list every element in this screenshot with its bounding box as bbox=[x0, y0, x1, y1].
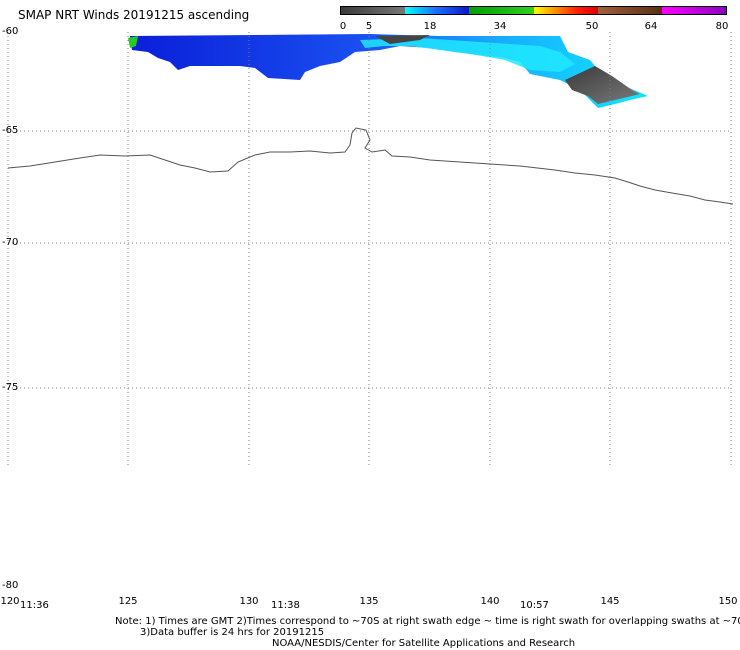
credit-line: NOAA/NESDIS/Center for Satellite Applica… bbox=[272, 638, 576, 649]
swath-cyan-region bbox=[360, 38, 575, 72]
lon-label-120: 120 bbox=[0, 596, 20, 607]
note-line-2: 3)Data buffer is 24 hrs for 20191215 bbox=[140, 627, 325, 638]
colorbar-tick-80: 80 bbox=[715, 21, 729, 32]
swath-dark-strip bbox=[375, 35, 430, 44]
lat-label-65: -65 bbox=[2, 125, 19, 136]
lon-label-145: 145 bbox=[600, 596, 620, 607]
lon-label-135: 135 bbox=[359, 596, 379, 607]
colorbar-segment-50-64 bbox=[597, 7, 662, 14]
lon-label-140: 140 bbox=[480, 596, 500, 607]
swath-green-edge bbox=[128, 36, 138, 48]
antarctic-coastline bbox=[7, 127, 734, 205]
colorbar-tick-64: 64 bbox=[644, 21, 658, 32]
colorbar-segment-18-34 bbox=[469, 7, 534, 14]
swath-grey-region bbox=[565, 66, 640, 104]
lat-label-75: -75 bbox=[2, 382, 19, 393]
colorbar-segment-64-80 bbox=[661, 7, 727, 14]
lon-label-130: 130 bbox=[239, 596, 259, 607]
note-line-1: Note: 1) Times are GMT 2)Times correspon… bbox=[115, 616, 740, 627]
wind-speed-colorbar bbox=[340, 6, 727, 15]
colorbar-segment-34-50 bbox=[533, 7, 598, 14]
colorbar-tick-0: 0 bbox=[339, 21, 347, 32]
lon-label-150: 150 bbox=[718, 596, 738, 607]
wind-swath bbox=[128, 34, 648, 108]
lon-label-125: 125 bbox=[118, 596, 138, 607]
lat-label-80: -80 bbox=[2, 580, 19, 591]
colorbar-tick-18: 18 bbox=[423, 21, 437, 32]
time-label-3: 10:57 bbox=[520, 600, 549, 611]
colorbar-segment-5-18 bbox=[405, 7, 470, 14]
colorbar-segment-0-5 bbox=[341, 7, 406, 14]
colorbar-tick-34: 34 bbox=[493, 21, 507, 32]
colorbar-tick-50: 50 bbox=[585, 21, 599, 32]
graticule bbox=[7, 32, 732, 465]
time-label-1: 11:36 bbox=[20, 600, 49, 611]
lat-label-60: -60 bbox=[2, 26, 19, 37]
lat-label-70: -70 bbox=[2, 237, 19, 248]
time-label-2: 11:38 bbox=[271, 600, 300, 611]
colorbar-tick-5: 5 bbox=[365, 21, 373, 32]
map-title: SMAP NRT Winds 20191215 ascending bbox=[18, 8, 250, 22]
